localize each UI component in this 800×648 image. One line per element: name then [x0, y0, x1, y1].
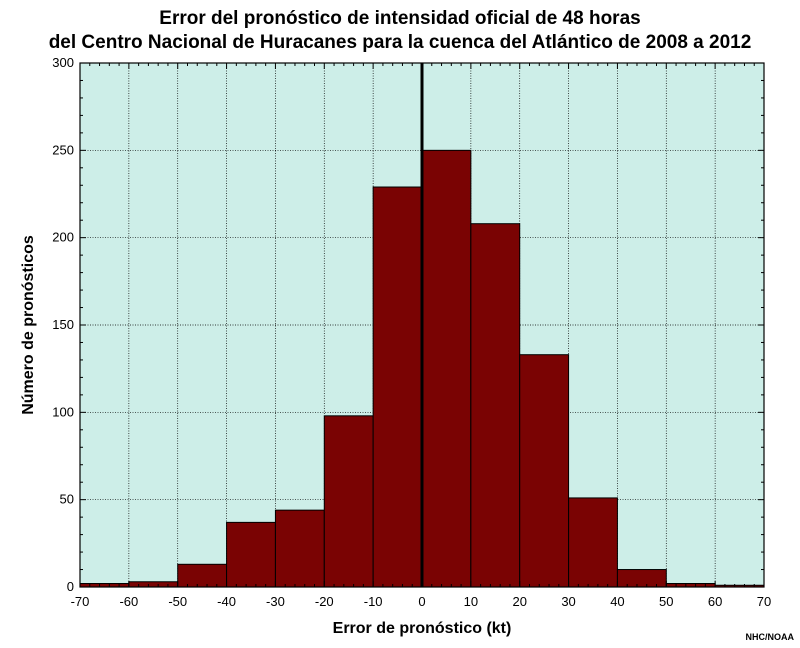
x-tick-label: -40	[217, 594, 236, 609]
x-tick-label: 70	[757, 594, 771, 609]
x-tick-label: -20	[315, 594, 334, 609]
y-tick-label: 150	[52, 317, 74, 332]
x-tick-label: 50	[659, 594, 673, 609]
histogram-bar	[323, 415, 374, 588]
x-tick-labels: -70 -60 -50 -40 -30 -20 -10 0 10 20 30 40 50 60 70	[71, 594, 772, 609]
axis-ticks	[79, 62, 765, 588]
histogram-bar	[128, 581, 179, 588]
y-tick-label: 200	[52, 230, 74, 245]
histogram-bar	[519, 354, 570, 588]
x-tick-label: -50	[168, 594, 187, 609]
credit-label: NHC/NOAA	[745, 632, 795, 642]
histogram-bar	[372, 186, 423, 588]
histogram-bar	[568, 497, 618, 588]
y-axis-label: Número de pronósticos	[20, 235, 37, 415]
y-tick-labels: 0 50 100 150 200 250 300	[52, 55, 74, 594]
histogram-bar	[177, 563, 228, 588]
y-tick-label: 250	[52, 142, 74, 157]
x-tick-label: 10	[464, 594, 478, 609]
x-tick-label: 20	[512, 594, 526, 609]
x-tick-label: -30	[266, 594, 285, 609]
y-tick-label: 100	[52, 404, 74, 419]
x-axis-label: Error de pronóstico (kt)	[333, 620, 512, 637]
histogram-bar	[421, 149, 472, 588]
grid-lines	[80, 63, 764, 587]
x-tick-label: -10	[364, 594, 383, 609]
histogram-bars	[79, 149, 765, 588]
x-tick-label: -60	[119, 594, 138, 609]
x-tick-label: 0	[418, 594, 425, 609]
y-tick-label: 300	[52, 55, 74, 70]
chart-title-line-1: Error del pronóstico de intensidad ofici…	[159, 8, 641, 29]
x-tick-label: -70	[71, 594, 90, 609]
y-tick-label: 50	[60, 492, 74, 507]
histogram-bar	[470, 223, 521, 588]
x-tick-label: 30	[561, 594, 575, 609]
histogram-bar	[226, 521, 276, 588]
x-tick-label: 40	[610, 594, 624, 609]
x-tick-label: 60	[708, 594, 722, 609]
chart-title-line-2: del Centro Nacional de Huracanes para la…	[48, 32, 752, 53]
histogram-bar	[274, 509, 325, 588]
histogram-bar	[616, 569, 667, 588]
y-tick-label: 0	[67, 579, 74, 594]
